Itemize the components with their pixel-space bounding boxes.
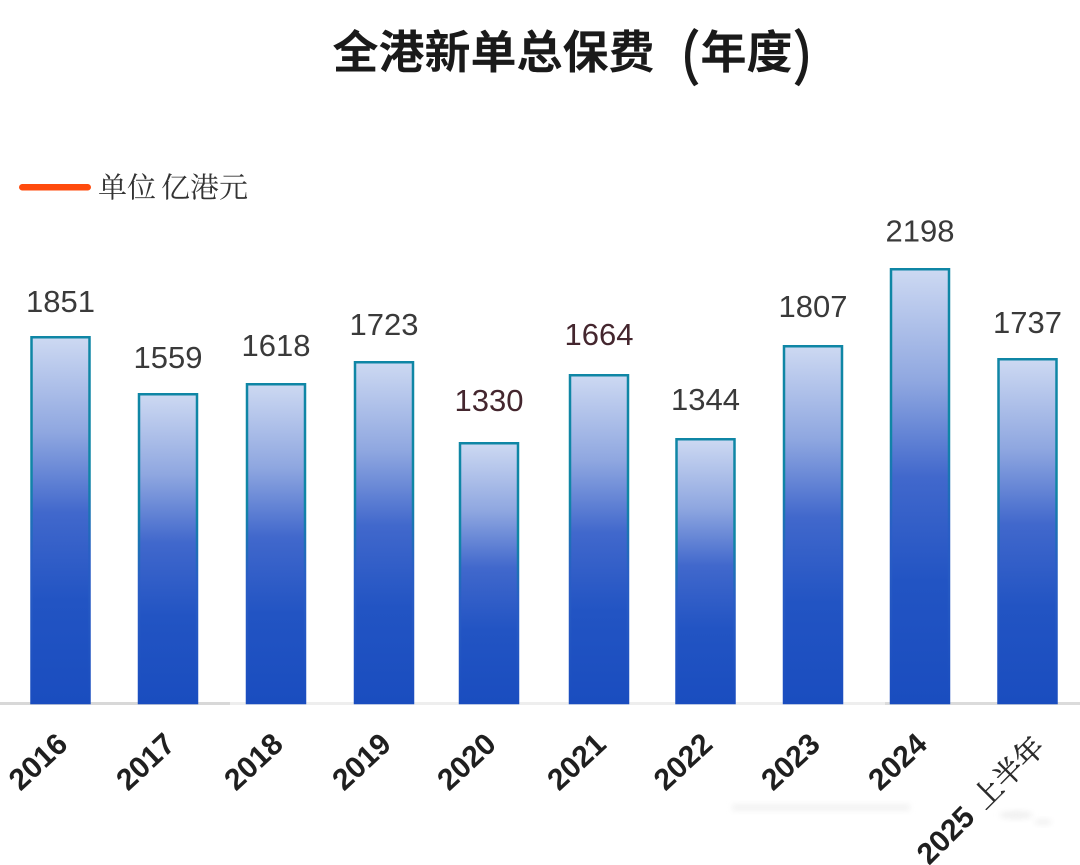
svg-text:2016: 2016 (3, 727, 74, 797)
svg-text:2017: 2017 (110, 727, 181, 797)
svg-text:1559: 1559 (134, 340, 203, 375)
svg-text:1664: 1664 (565, 317, 634, 352)
svg-text:1330: 1330 (455, 383, 524, 418)
svg-text:2198: 2198 (886, 214, 955, 249)
svg-text:2023: 2023 (755, 727, 826, 797)
svg-text:2020: 2020 (431, 727, 502, 797)
svg-text:2018: 2018 (218, 727, 289, 797)
svg-text:1807: 1807 (779, 289, 848, 324)
svg-text:2022: 2022 (648, 727, 719, 797)
svg-text:1851: 1851 (26, 284, 95, 319)
svg-text:2021: 2021 (541, 727, 612, 797)
svg-text:2024: 2024 (862, 727, 934, 797)
svg-text:1737: 1737 (993, 305, 1062, 340)
svg-text:1723: 1723 (350, 307, 419, 342)
svg-text:1618: 1618 (242, 328, 311, 363)
svg-text:2019: 2019 (326, 727, 397, 797)
svg-text:2025: 2025 (911, 800, 982, 865)
svg-text:1344: 1344 (671, 382, 740, 417)
